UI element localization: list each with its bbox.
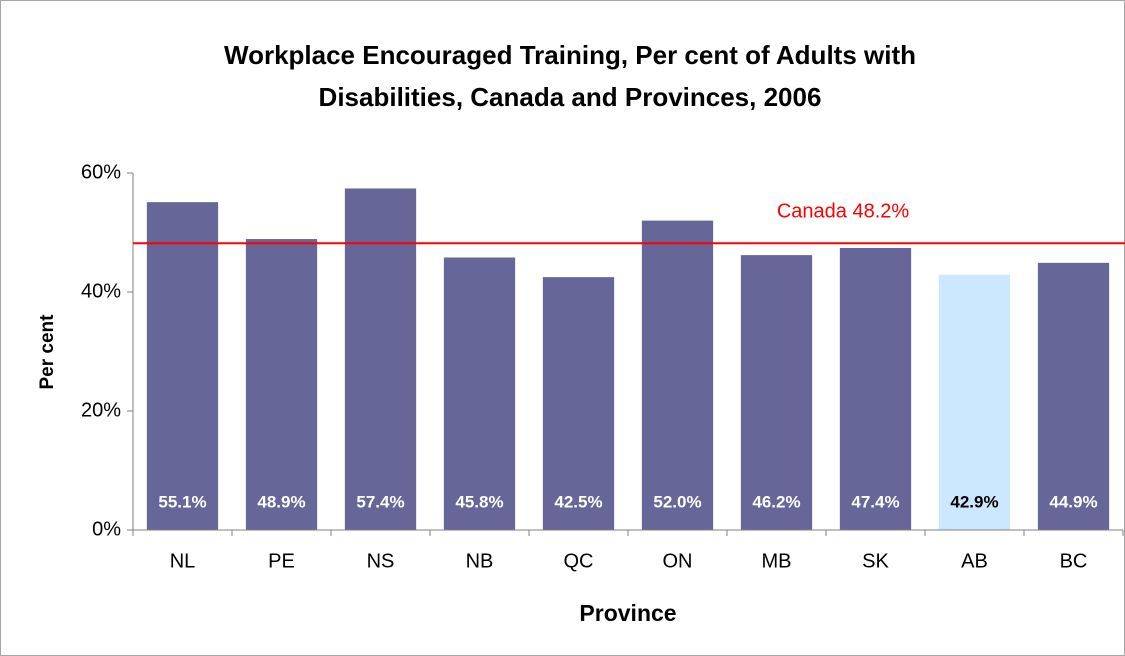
value-label: 44.9% — [1049, 492, 1097, 511]
bar — [641, 220, 714, 530]
x-tick-label: MB — [762, 550, 792, 572]
x-tick-label: NS — [367, 550, 395, 572]
y-tick-label: 20% — [81, 399, 121, 421]
value-label: 47.4% — [851, 492, 899, 511]
x-tick-label: PE — [268, 550, 295, 572]
reference-label: Canada 48.2% — [777, 200, 910, 222]
x-tick-label: NL — [170, 550, 196, 572]
y-axis-label: Per cent — [37, 314, 58, 390]
bar — [542, 277, 615, 530]
bar — [245, 239, 318, 531]
y-tick-label: 60% — [81, 161, 121, 183]
value-label: 48.9% — [257, 492, 305, 511]
bar — [344, 188, 417, 530]
x-tick-label: BC — [1060, 550, 1088, 572]
chart-title: Workplace Encouraged Training, Per cent … — [224, 40, 916, 112]
value-label: 57.4% — [356, 492, 404, 511]
x-tick-label: ON — [663, 550, 693, 572]
bar — [938, 274, 1011, 530]
value-label: 55.1% — [158, 492, 206, 511]
value-label: 45.8% — [455, 492, 503, 511]
x-axis-label: Province — [579, 600, 676, 626]
bar — [443, 257, 516, 530]
bar — [146, 202, 219, 530]
bar — [740, 255, 813, 531]
y-tick-label: 40% — [81, 280, 121, 302]
value-label: 52.0% — [653, 492, 701, 511]
y-tick-label: 0% — [92, 518, 121, 540]
value-label: 42.9% — [950, 492, 998, 511]
x-tick-label: QC — [564, 550, 594, 572]
bar — [839, 247, 912, 530]
x-tick-label: SK — [862, 550, 889, 572]
x-tick-label: NB — [466, 550, 494, 572]
bar — [1037, 262, 1110, 530]
x-tick-label: AB — [961, 550, 988, 572]
value-label: 46.2% — [752, 492, 800, 511]
value-label: 42.5% — [554, 492, 602, 511]
